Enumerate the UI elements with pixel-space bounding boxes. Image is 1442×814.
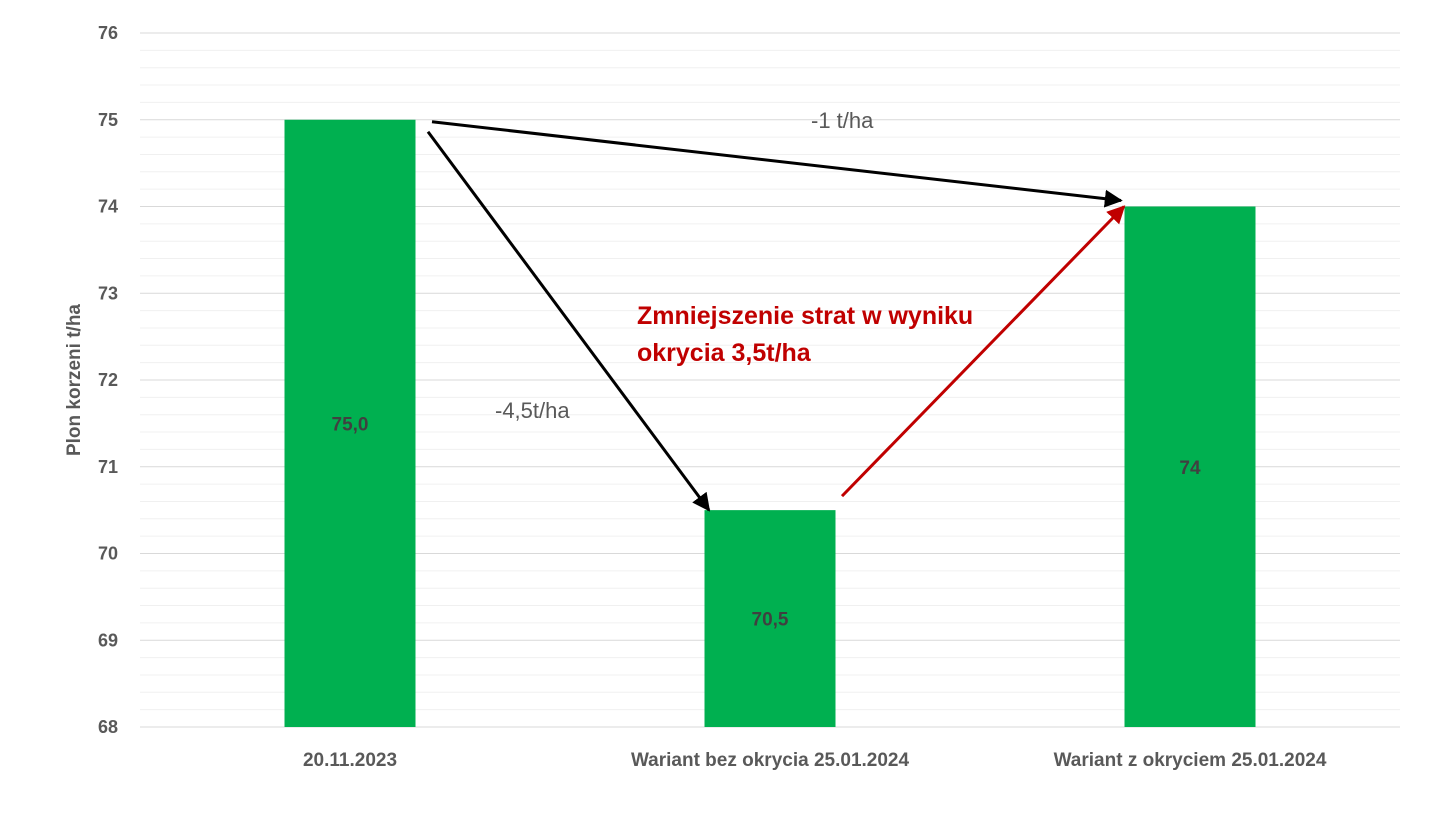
y-tick-label: 70: [98, 544, 118, 564]
arrow-difference: [431, 120, 1123, 208]
data-label: 74: [1179, 458, 1201, 479]
y-tick-label: 69: [98, 630, 118, 650]
y-tick-label: 75: [98, 110, 118, 130]
x-category-label: Wariant z okryciem 25.01.2024: [1054, 750, 1327, 771]
bars: [284, 119, 1256, 727]
y-tick-label: 68: [98, 717, 118, 737]
annotation-gain-line1: Zmniejszenie strat w wyniku: [637, 302, 973, 330]
data-label: 75,0: [332, 414, 369, 435]
bar: [704, 510, 836, 727]
data-label: 70,5: [752, 610, 789, 631]
y-tick-label: 76: [98, 23, 118, 43]
bar: [1124, 206, 1256, 727]
arrow-drop: [426, 130, 711, 512]
x-axis-categories: 20.11.2023 Wariant bez okrycia 25.01.2024…: [303, 750, 1327, 771]
annotation-arrows: [426, 120, 1126, 512]
y-tick-label: 72: [98, 370, 118, 390]
y-tick-label: 73: [98, 283, 118, 303]
annotation-difference: -1 t/ha: [811, 108, 874, 133]
y-axis-label: Plon korzeni t/ha: [64, 304, 85, 456]
data-labels: 75,0 70,5 74: [332, 414, 1201, 630]
annotation-drop: -4,5t/ha: [495, 398, 570, 423]
x-category-label: 20.11.2023: [303, 750, 397, 771]
y-tick-label: 71: [98, 457, 118, 477]
arrow-gain: [840, 205, 1126, 498]
y-tick-label: 74: [98, 197, 118, 217]
bar: [284, 119, 416, 727]
y-axis-ticks: 68 69 70 71 72 73 74 75 76: [98, 23, 118, 737]
x-category-label: Wariant bez okrycia 25.01.2024: [631, 750, 910, 771]
annotation-gain-line2: okrycia 3,5t/ha: [637, 339, 812, 367]
